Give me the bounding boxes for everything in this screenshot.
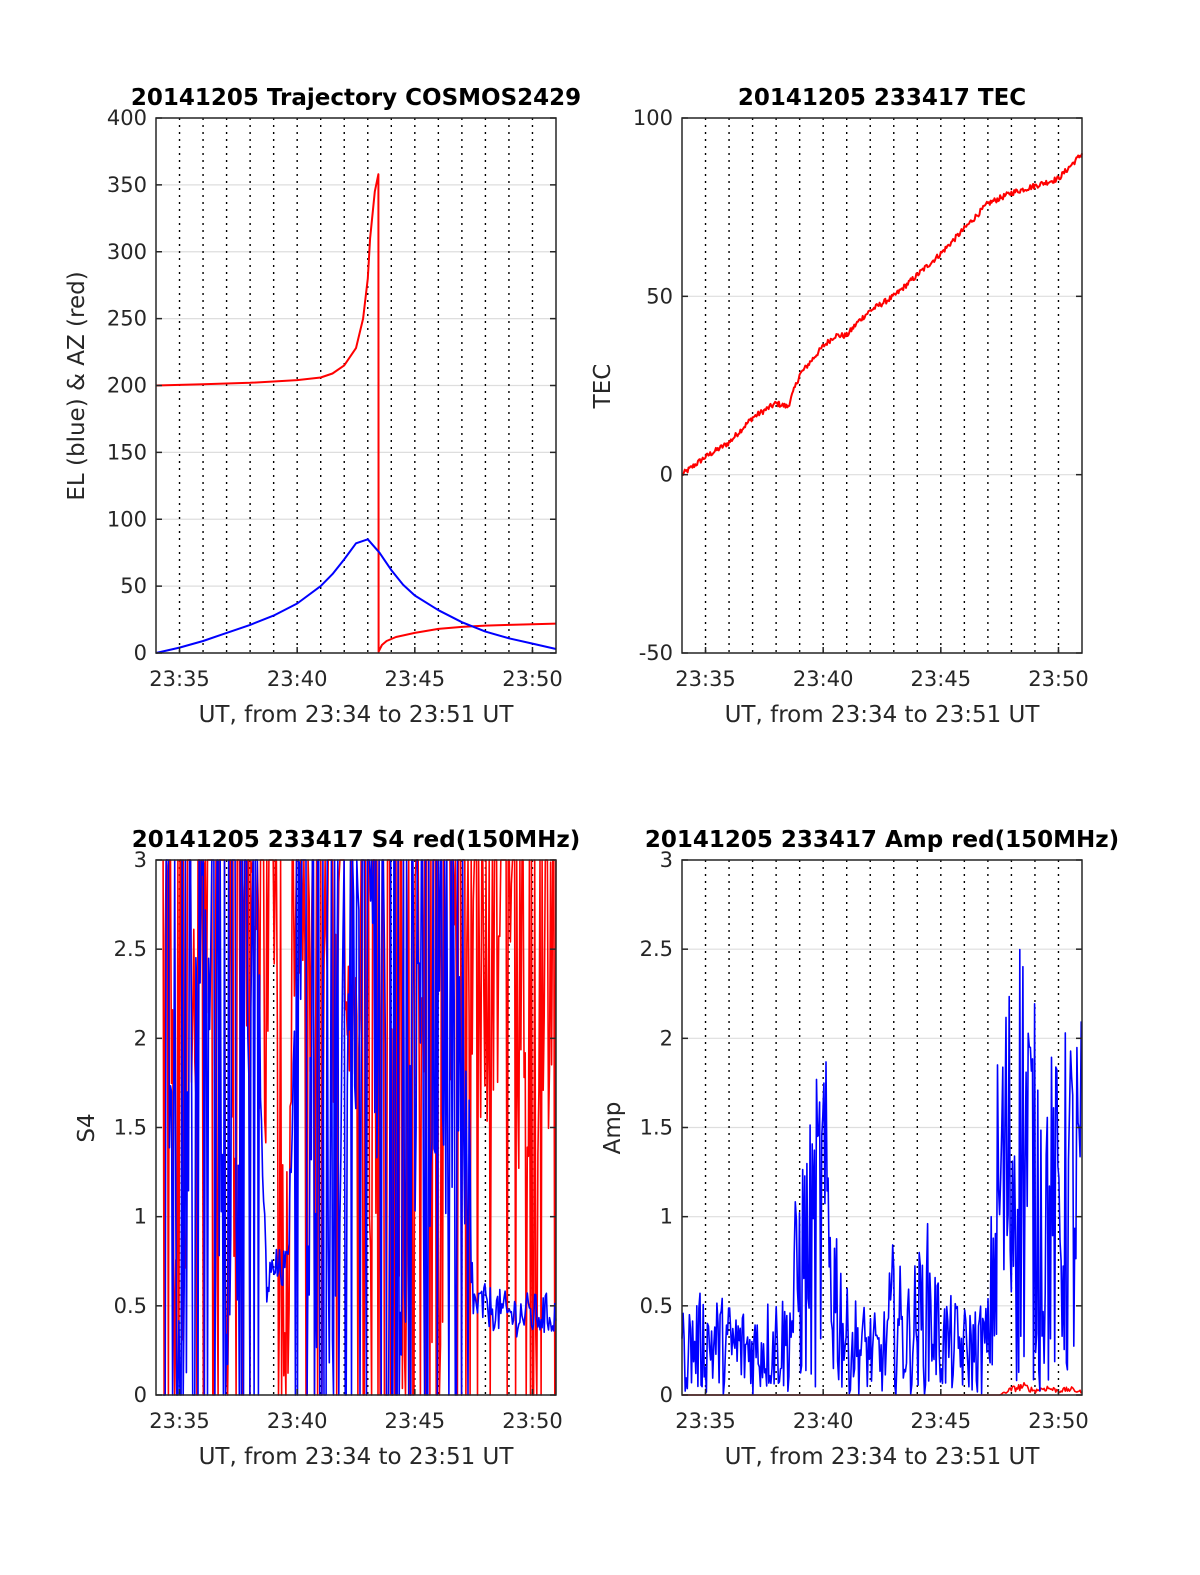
plot-title: 20141205 233417 TEC — [738, 85, 1026, 111]
x-tick-label: 23:40 — [793, 1409, 854, 1433]
x-axis-label: UT, from 23:34 to 23:51 UT — [725, 1444, 1041, 1470]
y-tick-label: 400 — [107, 106, 147, 130]
y-tick-label: 1.5 — [114, 1116, 147, 1140]
plot-title: 20141205 233417 S4 red(150MHz) — [132, 827, 581, 853]
y-tick-label: 0.5 — [114, 1294, 147, 1318]
y-tick-label: 300 — [107, 240, 147, 264]
x-tick-label: 23:50 — [1028, 1409, 1089, 1433]
series-blue-line — [155, 538, 557, 654]
y-axis-label: S4 — [74, 1113, 100, 1142]
series-blue-line — [681, 948, 1082, 1396]
y-tick-label: 0 — [660, 1383, 673, 1407]
x-tick-label: 23:45 — [385, 667, 446, 691]
tec-plot: 20141205 233417 TEC UT, from 23:34 to 23… — [590, 85, 1089, 728]
x-tick-label: 23:40 — [267, 1409, 328, 1433]
series-blue-line — [163, 859, 557, 1396]
y-tick-label: 100 — [107, 507, 147, 531]
x-tick-label: 23:35 — [149, 667, 210, 691]
x-tick-label: 23:40 — [793, 667, 854, 691]
y-tick-label: 50 — [646, 284, 673, 308]
y-tick-label: 0 — [134, 641, 147, 665]
y-tick-label: 3 — [134, 848, 147, 872]
y-tick-label: 2.5 — [114, 937, 147, 961]
series-red-line — [155, 173, 557, 653]
y-tick-label: 0.5 — [640, 1294, 673, 1318]
y-tick-label: 1 — [134, 1205, 147, 1229]
plot-area — [156, 859, 557, 1396]
series-red-line — [681, 153, 1083, 477]
trajectory-plot: 20141205 Trajectory COSMOS2429 UT, from … — [64, 85, 581, 728]
y-tick-label: 2 — [660, 1026, 673, 1050]
y-tick-label: 200 — [107, 374, 147, 398]
y-tick-label: 150 — [107, 440, 147, 464]
axes-box — [681, 117, 1083, 654]
y-tick-label: 100 — [633, 106, 673, 130]
x-tick-label: 23:35 — [675, 1409, 736, 1433]
x-axis-label: UT, from 23:34 to 23:51 UT — [199, 1444, 515, 1470]
y-axis-label: EL (blue) & AZ (red) — [64, 271, 90, 500]
y-tick-label: 2.5 — [640, 937, 673, 961]
y-tick-label: 1 — [660, 1205, 673, 1229]
y-tick-label: 250 — [107, 307, 147, 331]
y-tick-label: -50 — [639, 641, 673, 665]
plot-area — [155, 117, 557, 654]
s4-plot: 20141205 233417 S4 red(150MHz) UT, from … — [74, 827, 580, 1470]
y-axis-label: TEC — [590, 364, 616, 410]
x-tick-label: 23:45 — [911, 1409, 972, 1433]
plot-title: 20141205 Trajectory COSMOS2429 — [131, 85, 581, 111]
x-tick-label: 23:40 — [267, 667, 328, 691]
y-tick-label: 350 — [107, 173, 147, 197]
y-tick-label: 1.5 — [640, 1116, 673, 1140]
x-axis-label: UT, from 23:34 to 23:51 UT — [199, 702, 515, 728]
plot-area — [681, 859, 1082, 1396]
y-tick-label: 50 — [120, 574, 147, 598]
x-tick-label: 23:45 — [385, 1409, 446, 1433]
plot-area — [681, 117, 1083, 654]
x-tick-label: 23:45 — [911, 667, 972, 691]
amp-plot: 20141205 233417 Amp red(150MHz) UT, from… — [600, 827, 1119, 1470]
y-axis-label: Amp — [600, 1102, 626, 1155]
x-tick-label: 23:50 — [1028, 667, 1089, 691]
plot-title: 20141205 233417 Amp red(150MHz) — [645, 827, 1119, 853]
y-tick-label: 0 — [134, 1383, 147, 1407]
x-tick-label: 23:50 — [502, 1409, 563, 1433]
y-tick-label: 3 — [660, 848, 673, 872]
x-axis-label: UT, from 23:34 to 23:51 UT — [725, 702, 1041, 728]
y-tick-label: 2 — [134, 1026, 147, 1050]
x-tick-label: 23:50 — [502, 667, 563, 691]
x-tick-label: 23:35 — [149, 1409, 210, 1433]
y-tick-label: 0 — [660, 463, 673, 487]
x-tick-label: 23:35 — [675, 667, 736, 691]
